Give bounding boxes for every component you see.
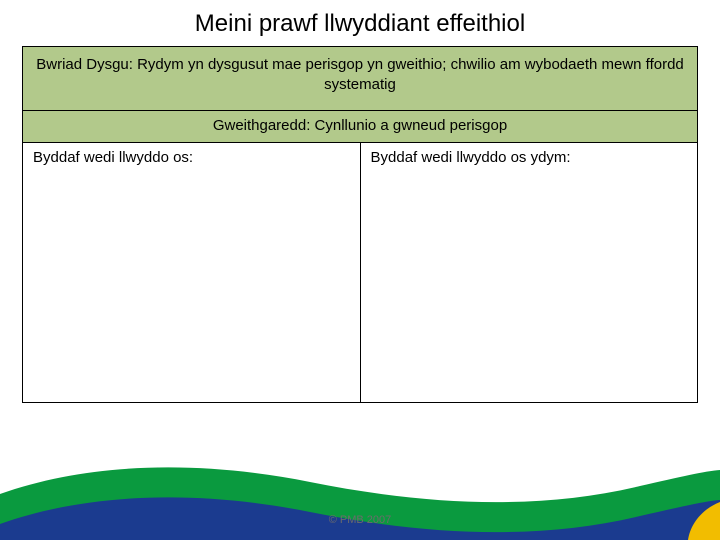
success-right-header: Byddaf wedi llwyddo os ydym: (371, 149, 571, 166)
success-left-cell: Byddaf wedi llwyddo os: (23, 142, 361, 402)
success-right-cell: Byddaf wedi llwyddo os ydym: (360, 142, 698, 402)
success-left-header: Byddaf wedi llwyddo os: (33, 149, 193, 166)
criteria-table: Bwriad Dysgu: Rydym yn dysgusut mae peri… (22, 46, 698, 403)
learning-intent-cell: Bwriad Dysgu: Rydym yn dysgusut mae peri… (23, 47, 698, 111)
copyright-text: © PMB 2007 (0, 514, 720, 526)
slide-title: Meini prawf llwyddiant effeithiol (0, 0, 720, 46)
activity-cell: Gweithgaredd: Cynllunio a gwneud perisgo… (23, 110, 698, 142)
